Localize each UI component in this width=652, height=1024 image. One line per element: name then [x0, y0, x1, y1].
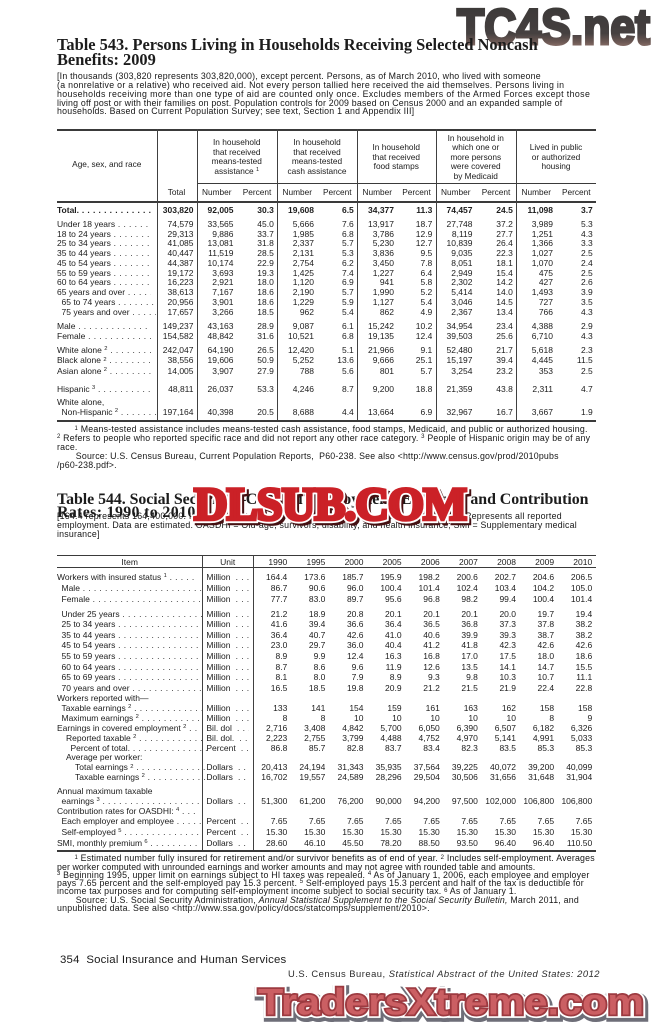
svg-text:DLSUB.COM: DLSUB.COM [197, 483, 470, 531]
svg-text:DLSUB.COM: DLSUB.COM [194, 479, 467, 530]
svg-text:TradersXtreme.com: TradersXtreme.com [258, 980, 644, 1022]
svg-text:TradersXtreme.com: TradersXtreme.com [260, 983, 646, 1024]
svg-text:TradersXtreme.com: TradersXtreme.com [258, 980, 644, 1022]
svg-text:TC4S.net: TC4S.net [457, 0, 650, 52]
svg-text:DLSUB.COM: DLSUB.COM [194, 479, 467, 530]
svg-text:TradersXtreme.com: TradersXtreme.com [258, 980, 644, 1022]
